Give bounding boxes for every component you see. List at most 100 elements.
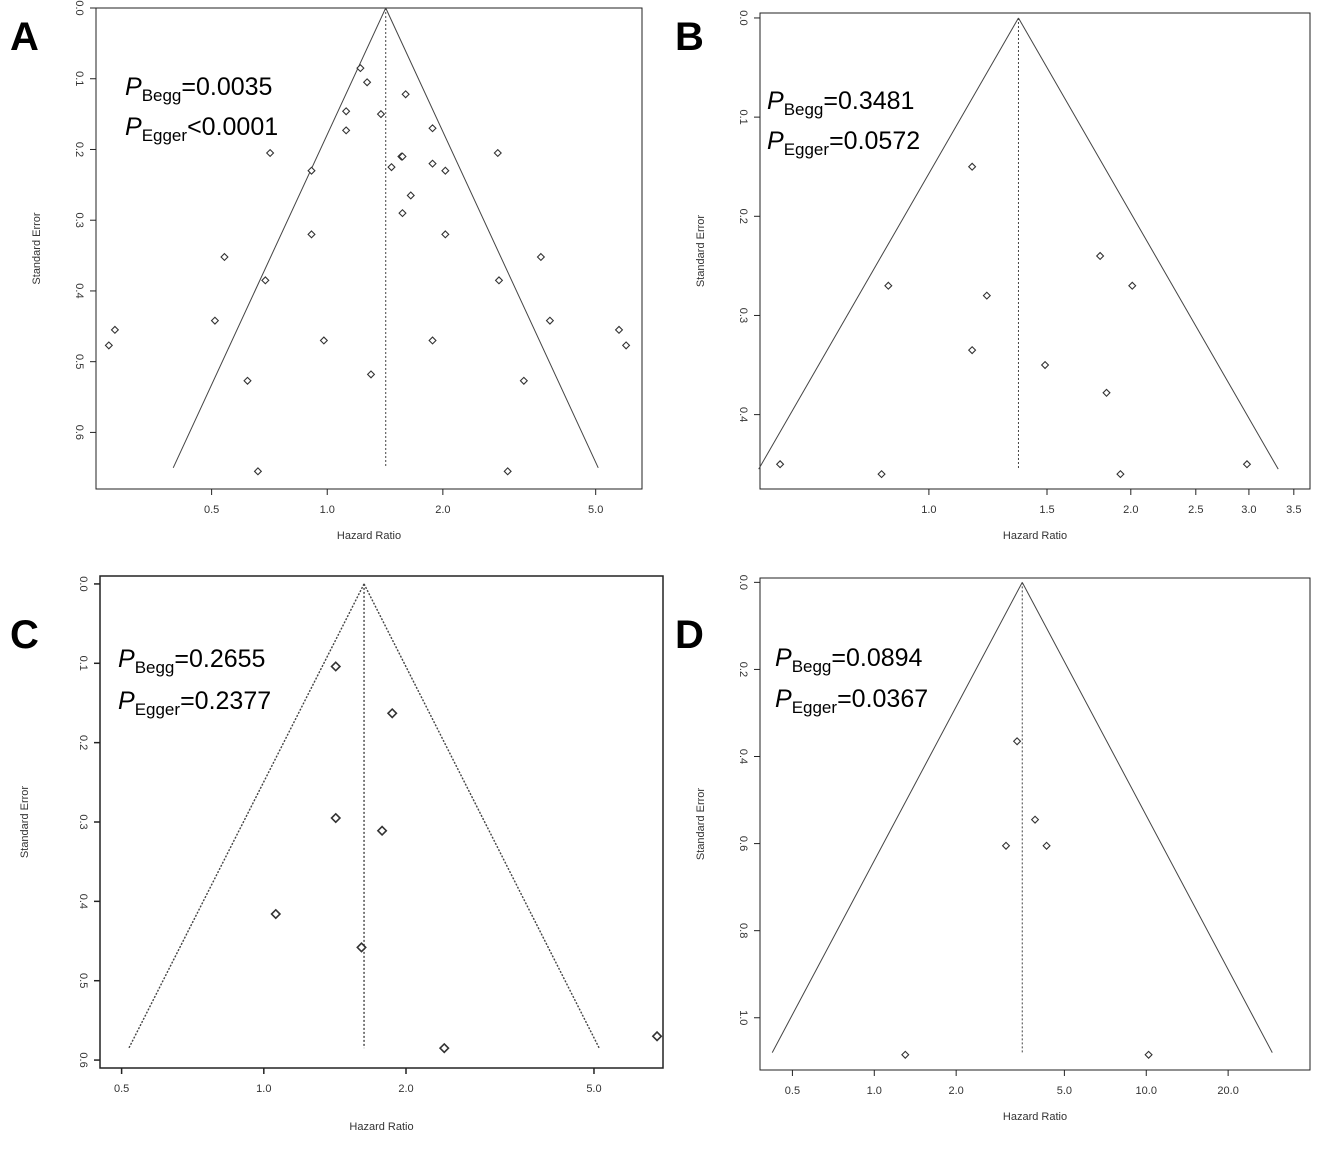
study-point [243,376,252,385]
begg-statistic: PBegg=0.3481 [767,87,914,119]
study-point [494,276,504,285]
plot-frame [95,7,643,490]
study-point [1001,841,1011,850]
study-point [387,162,396,172]
egger-statistic: PEgger=0.2377 [118,687,271,719]
study-point [265,148,275,158]
x-tick-label: 0.5 [114,1083,129,1095]
study-point [493,148,502,158]
y-axis-title: Standard Error [695,788,707,860]
y-tick-label: 0.1 [73,71,85,86]
study-point [441,230,450,239]
study-point [614,325,624,335]
y-tick-label: 0.2 [737,209,749,224]
funnel-left-boundary [128,583,365,1049]
x-tick-label: 1.0 [256,1083,271,1095]
plot-frame [759,577,1311,1071]
study-point [1116,469,1125,479]
stats-annotation: PBegg=0.3481 PEgger=0.0572 [767,87,920,159]
y-tick-label: 0.2 [73,142,85,157]
study-point [356,63,365,73]
y-tick-label: 0.1 [737,109,749,124]
study-point [877,469,886,479]
study-point [1042,841,1051,850]
x-tick-label: 5.0 [588,504,603,516]
study-point [253,467,263,476]
panel-d: D 0.5 1.0 2.0 5.0 10.0 20.0 0.0 0.2 0.4 0.6 0.8 1.… [675,575,1311,1123]
x-tick-label: 5.0 [1057,1085,1072,1097]
panel-letter-b: B [675,15,704,59]
funnel-left-boundary [758,17,1019,470]
x-tick-label: 20.0 [1217,1085,1238,1097]
y-tick-label: 0.0 [77,576,89,591]
y-tick-label: 0.4 [737,407,749,422]
study-point [901,1050,910,1059]
egger-statistic: PEgger<0.0001 [125,113,278,145]
study-point [536,252,546,262]
study-point [967,345,977,355]
stats-annotation: PBegg=0.2655 PEgger=0.2377 [118,645,271,719]
x-axis-title: Hazard Ratio [337,530,401,542]
study-point [1012,737,1022,746]
study-point [406,191,415,200]
study-point [376,825,388,837]
study-point [428,336,437,345]
y-tick-label: 0.6 [737,836,749,851]
funnel-right-boundary [385,7,599,468]
x-tick-label: 0.5 [785,1085,800,1097]
y-tick-label: 0.3 [737,308,749,323]
study-point [1102,388,1111,397]
study-point [210,316,220,325]
y-tick-label: 0.2 [77,735,89,750]
study-point [503,467,512,476]
y-tick-label: 0.4 [77,894,89,909]
x-tick-label: 2.0 [1123,504,1138,516]
x-tick-label: 10.0 [1136,1085,1157,1097]
y-tick-label: 0.6 [77,1052,89,1067]
panel-letter-a: A [10,15,39,59]
study-point [1128,281,1137,290]
panel-c: C 0.5 1.0 2.0 5.0 0.0 0.1 0.2 0.3 0.4 0.5 0.6 Haz… [10,575,664,1133]
begg-statistic: PBegg=0.0894 [775,644,923,676]
study-point [261,276,270,285]
x-axis-title: Hazard Ratio [1003,1111,1067,1123]
study-point [220,252,229,262]
x-axis-title: Hazard Ratio [1003,530,1067,542]
plot-frame [759,12,1311,490]
study-point [1030,815,1040,824]
x-tick-label: 2.0 [398,1083,413,1095]
y-tick-label: 0.1 [77,656,89,671]
x-tick-label: 5.0 [586,1083,601,1095]
stats-annotation: PBegg=0.0035 PEgger<0.0001 [125,73,278,145]
study-point [1144,1050,1153,1059]
y-tick-label: 1.0 [737,1010,749,1025]
study-point [651,1030,663,1042]
study-point [441,166,450,175]
stats-annotation: PBegg=0.0894 PEgger=0.0367 [775,644,928,717]
study-point [307,230,316,239]
y-tick-label: 0.6 [73,425,85,440]
study-point [386,707,398,719]
x-tick-label: 1.0 [320,504,335,516]
study-point [356,942,367,953]
study-point [982,291,991,300]
study-point [1095,251,1105,261]
panel-a: A 0.5 1.0 2.0 5.0 0.0 0.1 0.2 0.3 0.4 0.5 0.6 Haz… [10,0,643,542]
y-tick-label: 0.0 [73,0,85,15]
panel-b: B 1.0 1.5 2.0 2.5 3.0 3.5 0.0 0.1 0.2 0.3 0.4 Haz… [675,10,1311,542]
study-point [330,661,342,672]
study-point [104,341,114,350]
study-point [341,126,351,135]
study-point [362,78,372,87]
x-tick-label: 2.5 [1188,504,1203,516]
funnel-right-boundary [363,583,600,1049]
study-point [270,908,282,920]
study-point [366,370,376,379]
begg-statistic: PBegg=0.0035 [125,73,272,105]
y-axis-title: Standard Error [695,215,707,287]
x-axis-title: Hazard Ratio [349,1121,413,1133]
study-point [376,109,386,119]
study-point [330,812,342,824]
y-tick-label: 0.2 [737,662,749,677]
